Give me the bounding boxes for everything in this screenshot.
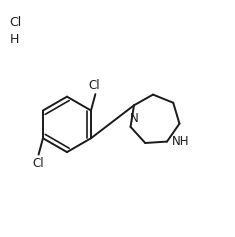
Text: Cl: Cl bbox=[88, 79, 100, 92]
Text: H: H bbox=[9, 33, 19, 46]
Text: Cl: Cl bbox=[9, 16, 22, 29]
Text: NH: NH bbox=[172, 135, 190, 148]
Text: Cl: Cl bbox=[33, 157, 44, 170]
Text: N: N bbox=[130, 112, 139, 125]
